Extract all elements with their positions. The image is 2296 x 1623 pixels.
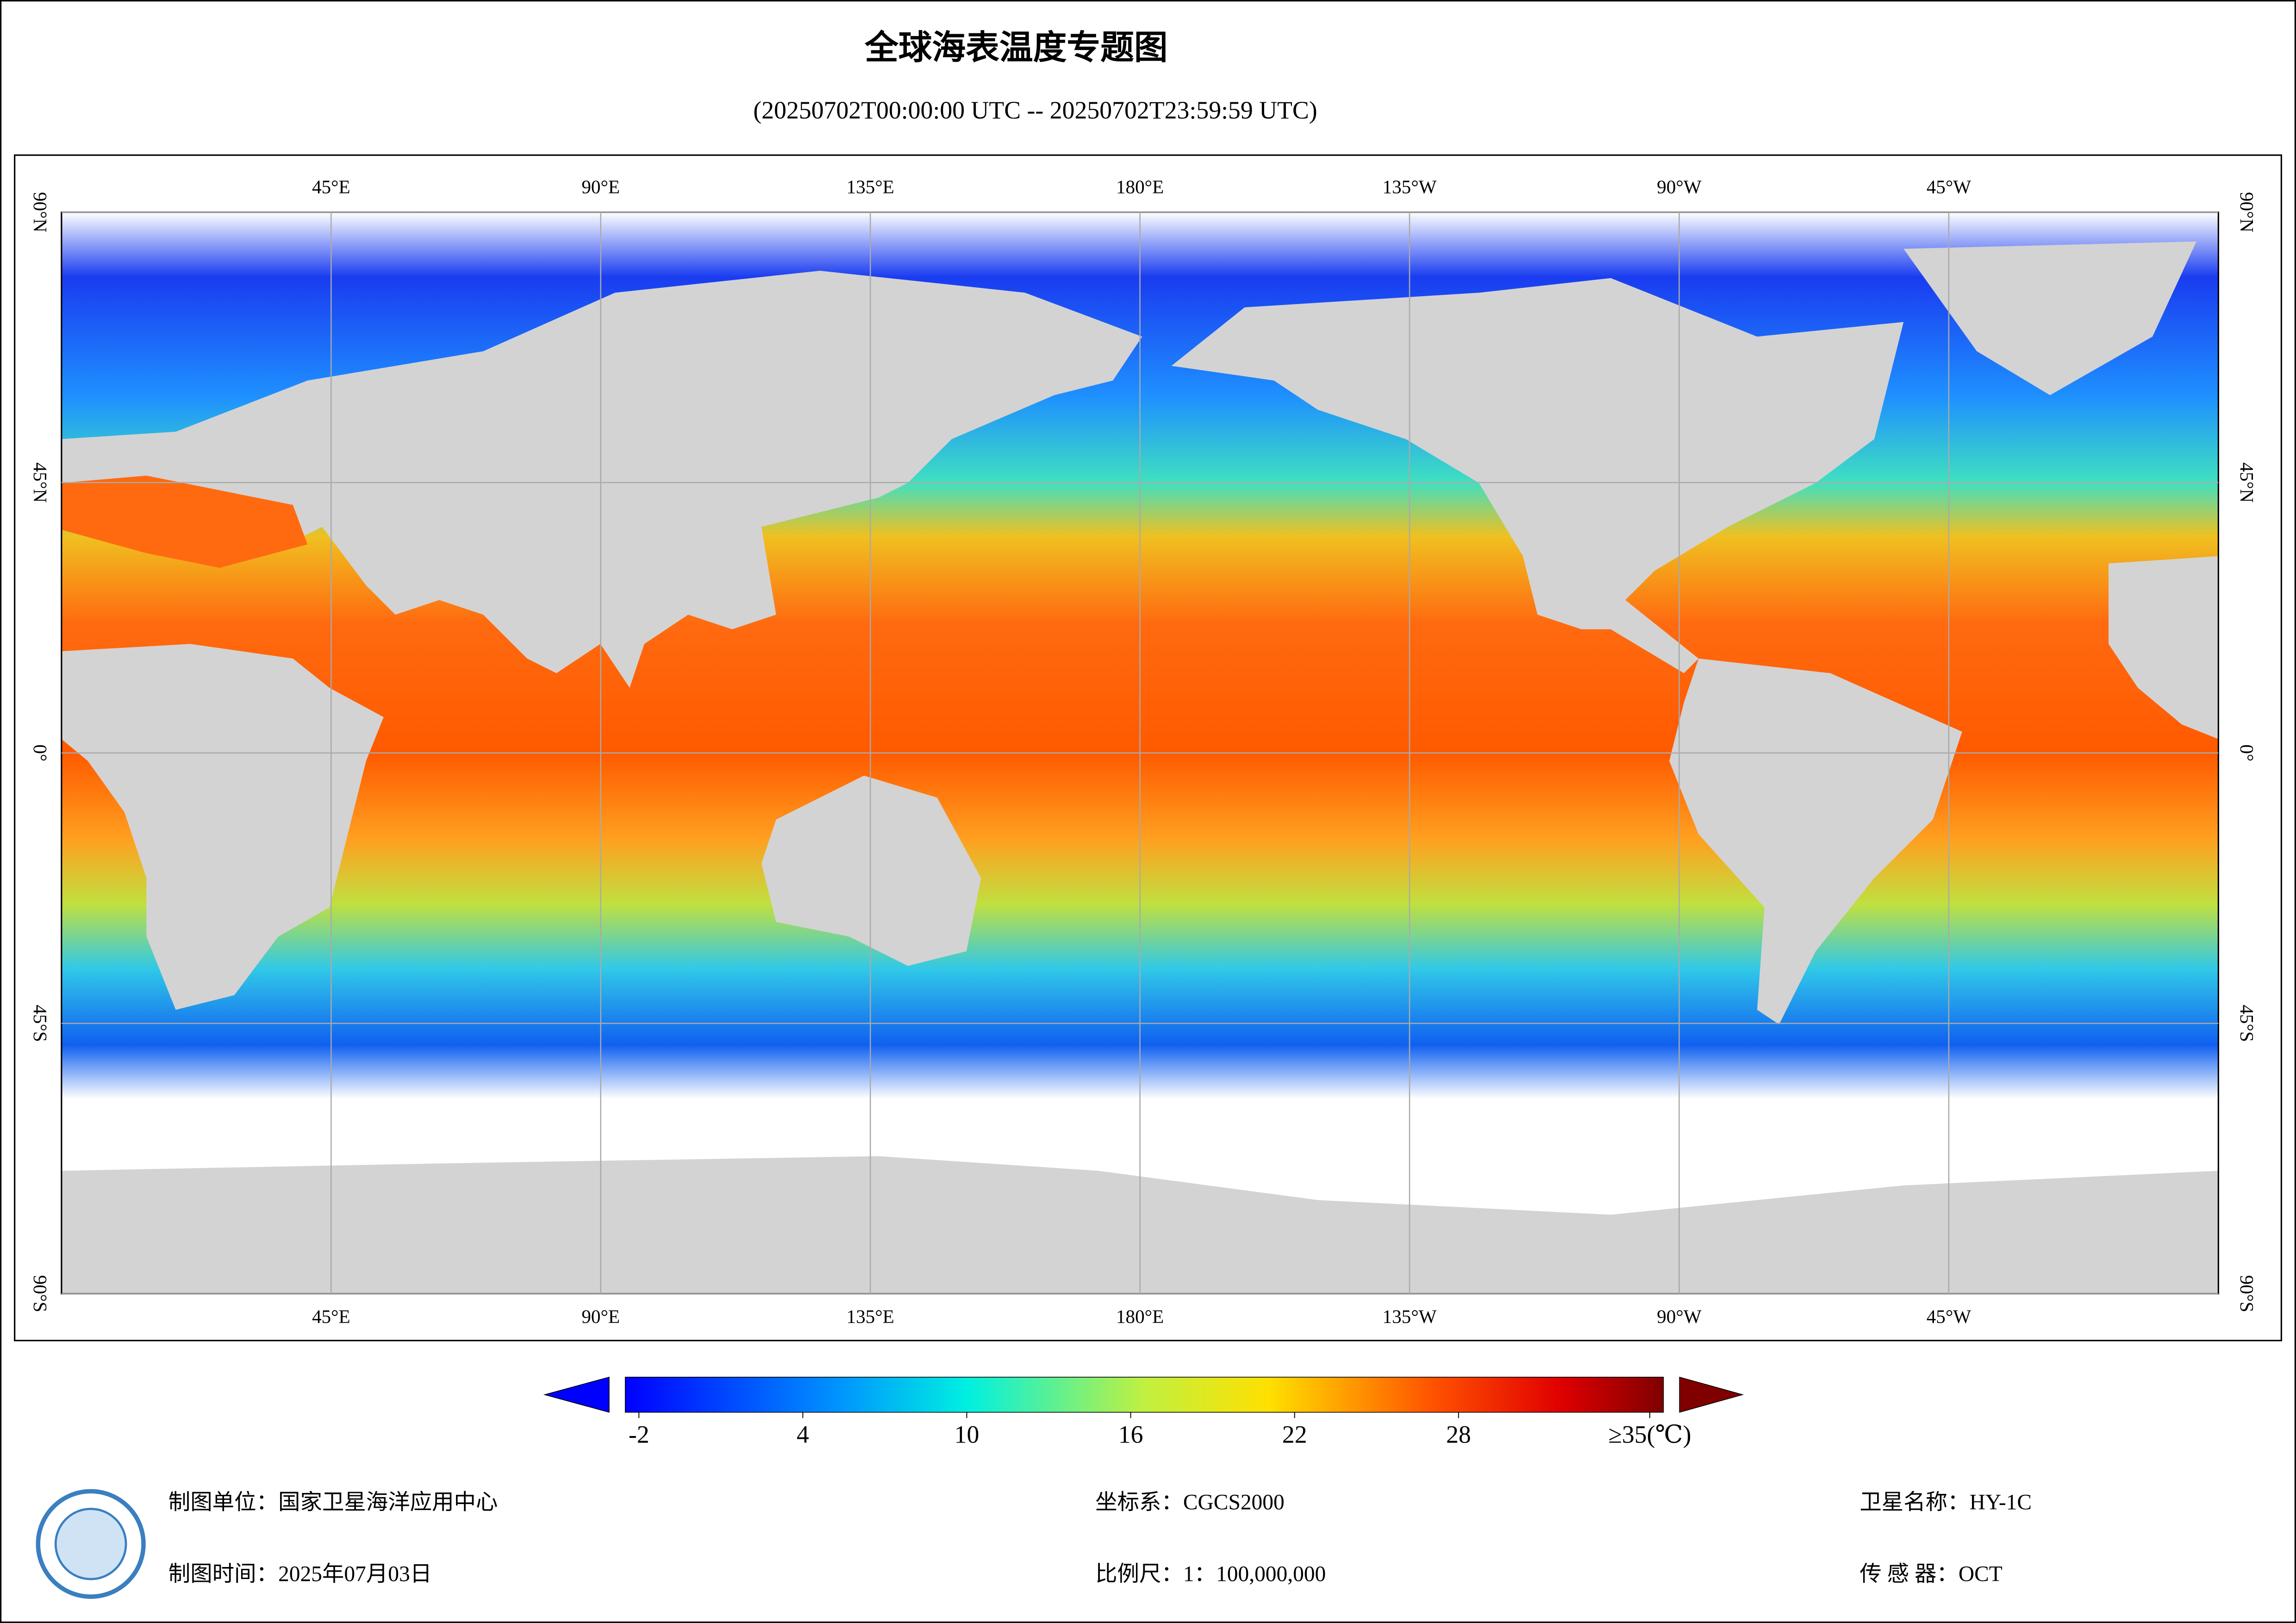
footer-sensor: 传 感 器：OCT (1859, 1562, 2002, 1586)
x-tick-label: 45°E (312, 1306, 350, 1327)
land (1171, 278, 1904, 673)
y-tick-label: 90°S (30, 1275, 51, 1312)
subtitle: (20250702T00:00:00 UTC -- 20250702T23:59… (753, 96, 1317, 124)
footer-crs: 坐标系：CGCS2000 (1095, 1491, 1285, 1515)
land (61, 644, 384, 1010)
mediterranean (61, 475, 308, 568)
land (1669, 659, 1962, 1025)
y-tick-label: 45°S (2236, 1005, 2258, 1042)
x-tick-label: 90°E (581, 1306, 620, 1327)
x-tick-label: 180°E (1116, 1306, 1164, 1327)
footer-satellite: 卫星名称：HY-1C (1859, 1491, 2032, 1515)
logo-globe (54, 1507, 127, 1580)
y-tick-label: 45°S (30, 1005, 51, 1042)
colorbar-tick-label: 28 (1446, 1421, 1471, 1449)
x-tick-label: 135°E (847, 176, 894, 197)
colorbar-tick-label: 22 (1282, 1421, 1307, 1449)
x-tick-label: 90°W (1657, 1306, 1702, 1327)
y-tick-label: 0° (30, 745, 51, 762)
x-tick-label: 45°W (1927, 1306, 1972, 1327)
x-tick-label: 45°W (1927, 176, 1972, 197)
title: 全球海表温度专题图 (864, 28, 1168, 68)
x-tick-label: 135°E (847, 1306, 894, 1327)
x-tick-label: 135°W (1383, 176, 1437, 197)
land (1903, 241, 2196, 395)
y-tick-label: 45°N (2236, 462, 2258, 503)
colorbar-tick-label: 16 (1118, 1421, 1143, 1449)
x-tick-label: 45°E (312, 176, 350, 197)
footer-time: 制图时间：2025年07月03日 (168, 1562, 432, 1586)
colorbar-min-arrow (543, 1376, 610, 1413)
y-tick-label: 0° (2236, 745, 2258, 762)
land (61, 271, 1142, 688)
y-tick-label: 90°N (30, 192, 51, 232)
map-frame (14, 154, 2282, 1342)
x-tick-label: 135°W (1383, 1306, 1437, 1327)
colorbar-tick-label: 10 (955, 1421, 980, 1449)
colorbar (624, 1376, 1664, 1413)
colorbar-tick-label: 4 (797, 1421, 809, 1449)
x-tick-label: 90°W (1657, 176, 1702, 197)
colorbar-tick-label: -2 (629, 1421, 649, 1449)
footer-scale: 比例尺：1：100,000,000 (1095, 1562, 1326, 1586)
land (2109, 556, 2219, 739)
x-tick-label: 180°E (1116, 176, 1164, 197)
y-tick-label: 45°N (30, 462, 51, 503)
colorbar-tick-label: ≥35(℃) (1608, 1421, 1691, 1449)
colorbar-max-arrow (1679, 1376, 1744, 1413)
y-tick-label: 90°S (2236, 1275, 2258, 1312)
land (761, 776, 981, 966)
y-tick-label: 90°N (2236, 192, 2258, 232)
footer-unit: 制图单位：国家卫星海洋应用中心 (168, 1491, 498, 1515)
x-tick-label: 90°E (581, 176, 620, 197)
